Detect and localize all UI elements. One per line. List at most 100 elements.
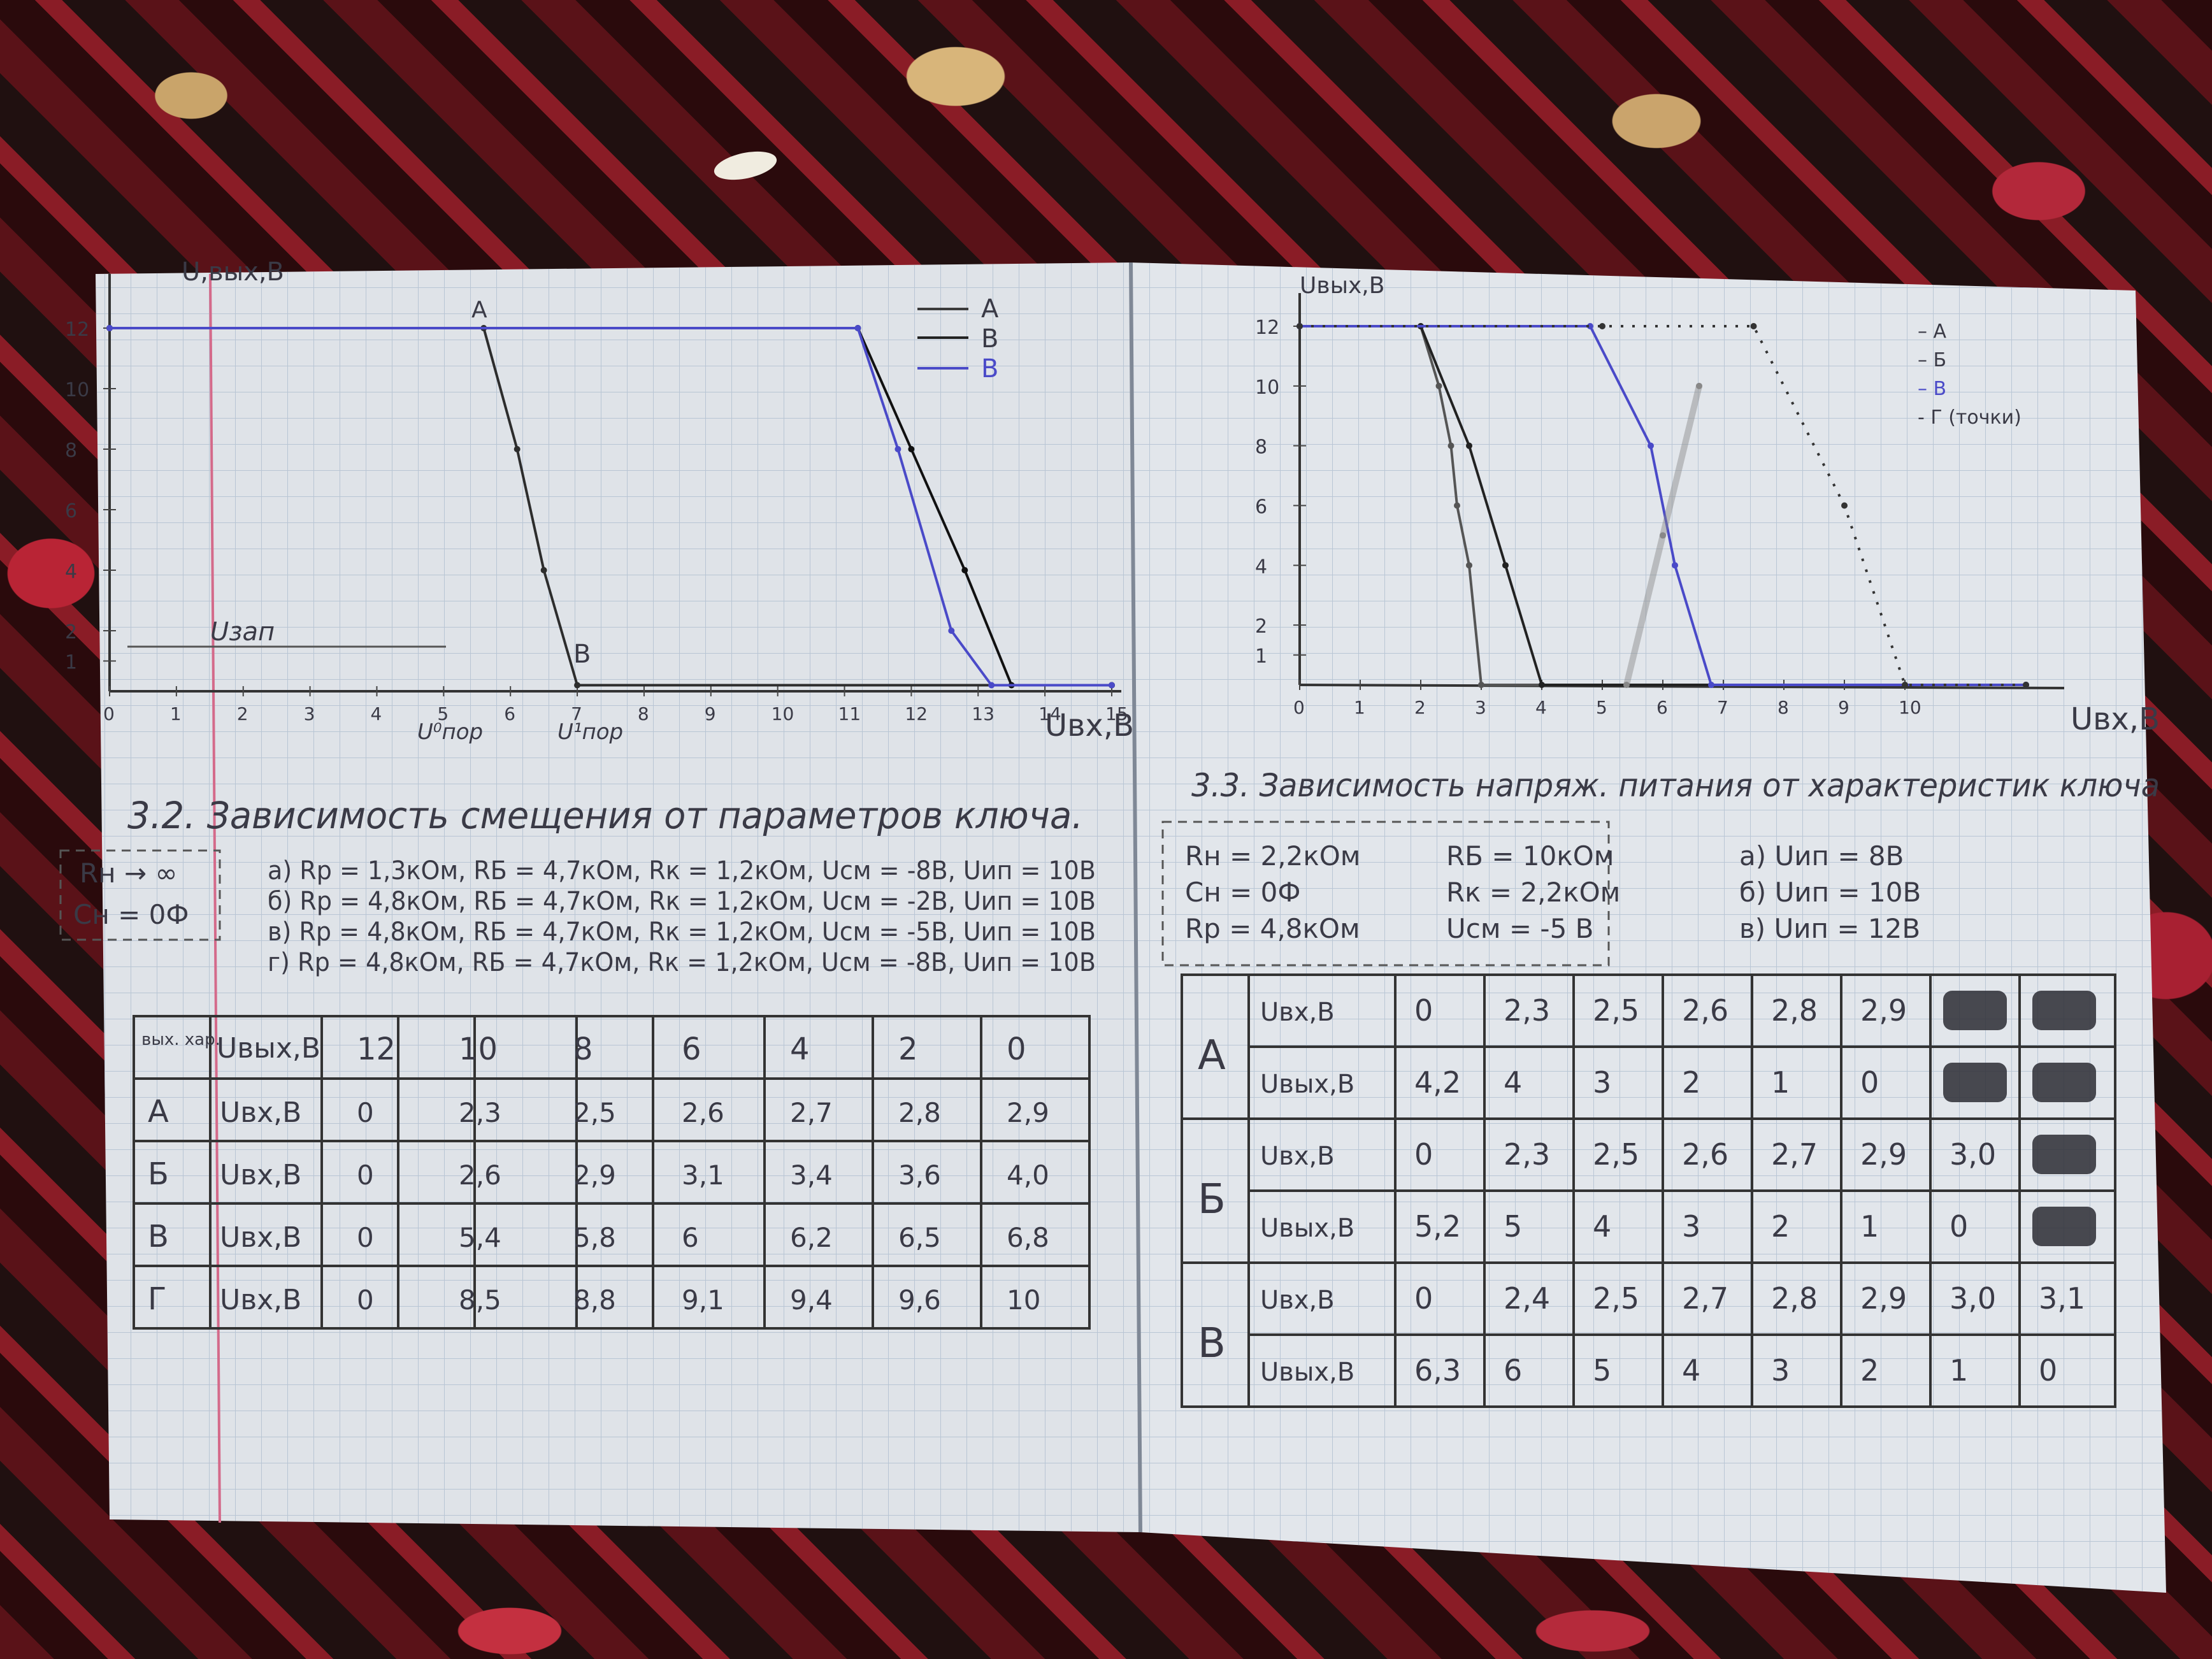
table-cell: 2,7 xyxy=(1771,1137,1818,1172)
table-cell: 0 xyxy=(357,1160,374,1191)
table-row-label: Uвх,В xyxy=(220,1284,301,1316)
y-tick-label: 4 xyxy=(1255,556,1267,578)
table-cell: 2,8 xyxy=(1771,1281,1818,1316)
x-tick-label: 4 xyxy=(1535,697,1547,718)
left-chart-x-ticks: 0 1 2 3 4 5 6 7 8 9 10 11 12 13 14 15 xyxy=(103,686,1128,724)
series-point xyxy=(948,628,955,634)
table-cell: 6 xyxy=(682,1222,699,1253)
table-cell: 3 xyxy=(1771,1353,1790,1388)
x-tick-label: 2 xyxy=(1414,697,1426,718)
left-chart-point-a: A xyxy=(471,297,487,323)
right-chart-xlabel: Uвх,В xyxy=(2071,701,2160,737)
table-header-value: 6 xyxy=(682,1031,701,1067)
y-tick-label: 1 xyxy=(1255,645,1267,668)
right-chart-x-ticks: 0 1 2 3 4 5 6 7 8 9 10 xyxy=(1293,680,1921,718)
x-tick-label: 10 xyxy=(772,703,794,724)
table-cell: 2,7 xyxy=(1682,1281,1728,1316)
table-cell: 2,5 xyxy=(1593,1137,1639,1172)
x-tick-label: 1 xyxy=(170,703,182,724)
series-point xyxy=(1672,562,1678,569)
section-3-3-param-mid-2: Uсм = -5 В xyxy=(1446,913,1593,944)
series-point xyxy=(1902,682,1908,688)
series-point xyxy=(1623,682,1630,688)
section-3-3-table: А Uвх,В 0 2,3 2,5 2,6 2,8 2,9 Uвых,В 4,2 4 3 2 1 0 Б Uвх… xyxy=(1181,973,2116,1408)
table-cell: 1 xyxy=(1860,1209,1879,1244)
right-chart-legend: – А – Б – В - Г (точки) xyxy=(1918,320,2022,429)
table-cell: 0 xyxy=(357,1284,374,1316)
table-cell: 0 xyxy=(1860,1065,1879,1100)
y-tick-label: 2 xyxy=(1255,615,1267,638)
table-cell: 3,1 xyxy=(2039,1281,2085,1316)
series-point xyxy=(854,325,861,331)
right-legend-3: - Г (точки) xyxy=(1918,406,2022,429)
table-cell: 3,6 xyxy=(898,1160,941,1191)
table-cell: 2,3 xyxy=(1504,1137,1550,1172)
table-cell: 0 xyxy=(1950,1209,1968,1244)
section-3-2: 3.2. Зависимость смещения от параметров … xyxy=(59,794,1096,1330)
table-cell: 2 xyxy=(1771,1209,1790,1244)
section-3-2-condition-a: а) Rр = 1,3кОм, RБ = 4,7кОм, Rк = 1,2кОм… xyxy=(268,856,1096,886)
section-3-2-box-line-1: Сн = 0Ф xyxy=(73,899,189,930)
series-point xyxy=(1454,502,1460,509)
right-chart-series xyxy=(1296,323,2029,688)
table-row-label: Uвх,В xyxy=(1260,998,1335,1027)
scribbled-out-cell xyxy=(2032,1135,2096,1174)
table-header-value: 12 xyxy=(357,1031,396,1067)
x-tick-label: 0 xyxy=(1293,697,1305,718)
left-page xyxy=(96,262,1140,1532)
section-3-2-title: 3.2. Зависимость смещения от параметров … xyxy=(127,794,1083,837)
table-group-name: В xyxy=(1198,1320,1226,1367)
table-cell: 3 xyxy=(1593,1065,1611,1100)
x-tick-label: 8 xyxy=(638,703,649,724)
series-point xyxy=(106,325,113,331)
y-tick-label: 10 xyxy=(65,379,89,401)
right-chart-x-axis xyxy=(1299,684,2065,689)
series-point xyxy=(1435,382,1442,389)
section-3-2-condition-d: г) Rр = 4,8кОм, RБ = 4,7кОм, Rк = 1,2кОм… xyxy=(268,948,1096,977)
right-legend-1: – Б xyxy=(1918,349,1946,371)
table-cell: 9,1 xyxy=(682,1284,724,1316)
series-point xyxy=(1466,562,1472,569)
y-tick-label: 12 xyxy=(1255,317,1279,339)
table-cell: 2,3 xyxy=(459,1097,501,1128)
series-point xyxy=(1587,323,1593,329)
right-legend-0: – А xyxy=(1918,320,1947,343)
x-tick-label: 13 xyxy=(972,703,995,724)
table-cell: 2,4 xyxy=(1504,1281,1550,1316)
scribbled-out-cell xyxy=(1943,991,2007,1030)
left-chart-y-ticks: 12 10 8 6 4 2 1 xyxy=(65,319,116,674)
y-tick-label: 10 xyxy=(1255,377,1279,399)
table-row-label: Uвх,В xyxy=(220,1221,301,1254)
scribbled-out-cell xyxy=(1943,1063,2007,1102)
table-cell: 3,0 xyxy=(1950,1137,1996,1172)
left-chart-ylabel: U,вых,В xyxy=(182,257,284,287)
table-cell: 3,4 xyxy=(790,1160,833,1191)
section-3-2-load-box xyxy=(59,849,221,941)
table-corner-label: вых. хар. xyxy=(141,1030,220,1049)
table-group-name: Б xyxy=(1198,1176,1226,1223)
series-line-2 xyxy=(110,327,1112,687)
series-point xyxy=(1648,442,1654,449)
series-point xyxy=(1750,323,1757,329)
table-header-value: 2 xyxy=(898,1031,918,1067)
series-point xyxy=(1539,682,1545,688)
series-point xyxy=(514,446,521,452)
table-cell: 2,9 xyxy=(1860,1137,1907,1172)
x-tick-label: 1 xyxy=(1354,697,1365,718)
table-cell: 4,0 xyxy=(1007,1160,1049,1191)
series-point xyxy=(540,567,547,573)
x-tick-label: 3 xyxy=(1475,697,1486,718)
table-cell: 3 xyxy=(1682,1209,1700,1244)
x-tick-label: 14 xyxy=(1038,703,1061,724)
table-row-name: В xyxy=(148,1219,169,1254)
notebook-spine xyxy=(1129,262,1142,1533)
table-cell: 2,6 xyxy=(459,1160,501,1191)
table-cell: 0 xyxy=(1414,1281,1433,1316)
section-3-3-param-mid-0: RБ = 10кОм xyxy=(1446,840,1614,872)
x-tick-label: 5 xyxy=(437,703,449,724)
section-3-3-param-right-1: б) Uип = 10В xyxy=(1739,877,1921,908)
section-3-3-param-left-1: Сн = 0Ф xyxy=(1185,877,1301,908)
series-point xyxy=(1599,323,1605,329)
x-tick-label: 12 xyxy=(905,703,928,724)
x-tick-label: 3 xyxy=(304,703,315,724)
